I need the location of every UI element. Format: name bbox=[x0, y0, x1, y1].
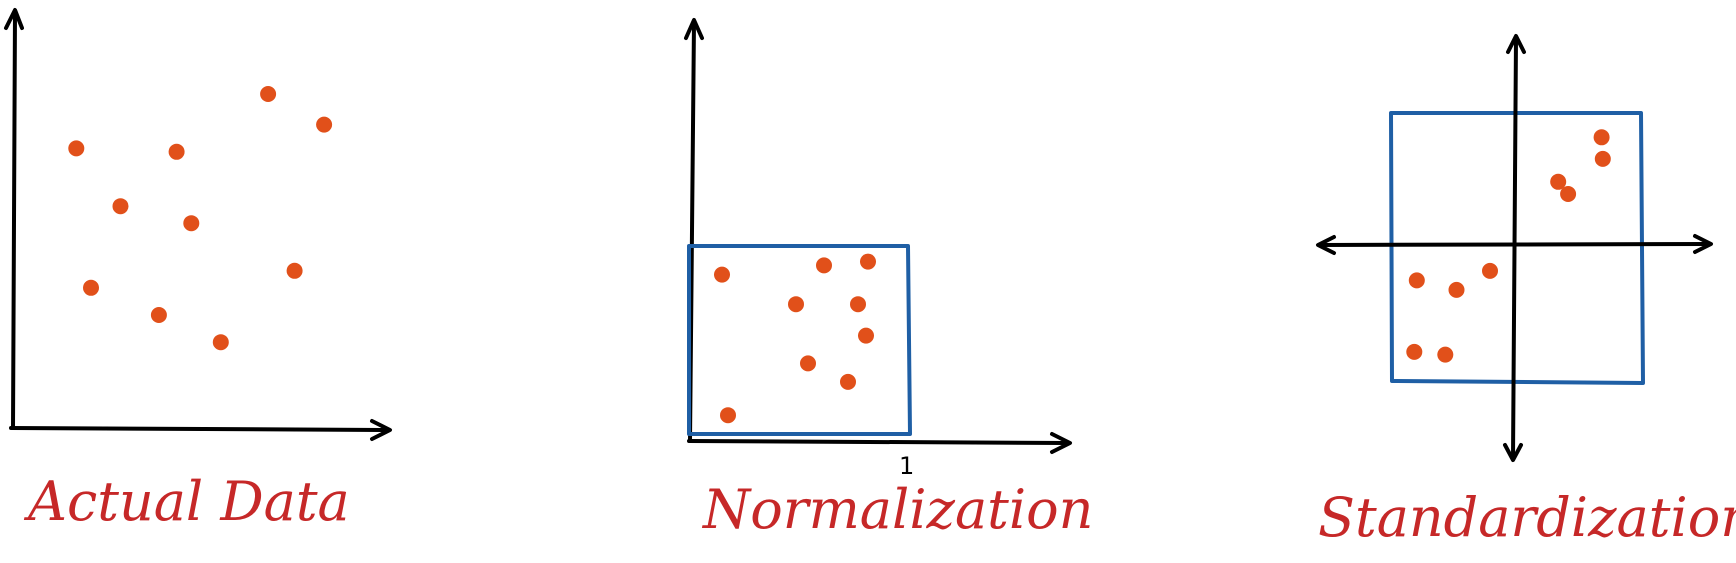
standardization-point bbox=[1550, 173, 1567, 190]
standardization-caption: Standardization bbox=[1318, 486, 1736, 549]
actual-point bbox=[112, 198, 129, 215]
normalization-point bbox=[714, 266, 730, 283]
normalization-point bbox=[858, 327, 874, 344]
normalization-point bbox=[800, 355, 816, 372]
standardization-point bbox=[1408, 272, 1425, 289]
standardization-y-axis-arrowhead bbox=[1506, 34, 1526, 54]
standardization-y-axis bbox=[1511, 36, 1518, 460]
actual-y-axis-arrowhead bbox=[4, 8, 24, 30]
normalization-point bbox=[816, 257, 832, 274]
actual-point bbox=[150, 307, 167, 323]
standardization-point bbox=[1437, 346, 1454, 363]
standardization-point bbox=[1448, 281, 1465, 298]
actual-data-caption: Actual Data bbox=[23, 470, 350, 533]
actual-x-axis bbox=[9, 426, 388, 432]
actual-point bbox=[212, 334, 229, 351]
actual-y-axis bbox=[11, 10, 17, 430]
normalization-tick-label: 1 bbox=[899, 452, 914, 480]
normalization-point bbox=[860, 253, 876, 270]
standardization-point bbox=[1482, 262, 1498, 279]
standardization-points bbox=[1406, 129, 1611, 363]
standardization-point bbox=[1594, 150, 1611, 167]
standardization-x-axis-arrowhead bbox=[1693, 234, 1713, 254]
standardization-point bbox=[1593, 129, 1610, 146]
panel-standardization: Standardization bbox=[1316, 34, 1736, 549]
standardization-point bbox=[1406, 343, 1423, 360]
actual-point bbox=[260, 86, 277, 102]
standardization-point bbox=[1560, 186, 1577, 202]
normalization-points bbox=[714, 253, 876, 424]
standardization-x-axis-arrowhead-left bbox=[1316, 235, 1336, 255]
standardization-box bbox=[1389, 111, 1645, 385]
normalization-point bbox=[720, 407, 736, 424]
panel-actual-data: Actual Data bbox=[4, 8, 392, 533]
normalization-point bbox=[850, 296, 866, 313]
actual-points bbox=[68, 86, 333, 351]
normalization-caption: Normalization bbox=[701, 478, 1093, 541]
actual-point bbox=[168, 143, 185, 160]
standardization-y-axis-arrowhead-bottom bbox=[1503, 443, 1523, 462]
standardization-x-axis bbox=[1318, 242, 1711, 247]
normalization-unit-box bbox=[687, 244, 912, 436]
actual-point bbox=[183, 215, 200, 232]
panel-normalization: 1 Normalization bbox=[684, 18, 1093, 541]
normalization-point bbox=[840, 373, 856, 390]
actual-point bbox=[83, 279, 99, 296]
normalization-x-axis-arrowhead bbox=[1050, 432, 1072, 454]
normalization-x-axis bbox=[687, 439, 1068, 445]
actual-point bbox=[316, 116, 333, 133]
normalization-y-axis-arrowhead bbox=[684, 18, 704, 40]
normalization-point bbox=[788, 296, 804, 313]
actual-x-axis-arrowhead bbox=[370, 419, 392, 441]
actual-point bbox=[286, 262, 303, 279]
actual-point bbox=[68, 140, 85, 157]
